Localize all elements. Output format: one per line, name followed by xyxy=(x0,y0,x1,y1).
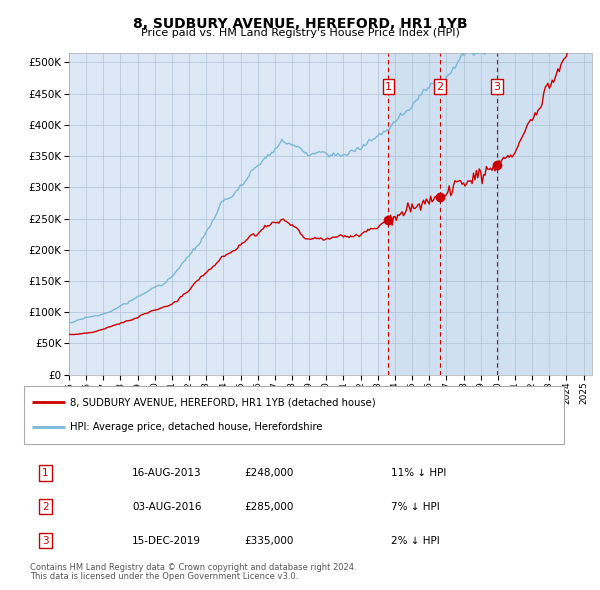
Text: 16-AUG-2013: 16-AUG-2013 xyxy=(132,468,202,477)
Text: 7% ↓ HPI: 7% ↓ HPI xyxy=(391,502,440,512)
Text: HPI: Average price, detached house, Herefordshire: HPI: Average price, detached house, Here… xyxy=(70,422,322,432)
Text: £285,000: £285,000 xyxy=(245,502,294,512)
Text: 15-DEC-2019: 15-DEC-2019 xyxy=(132,536,201,546)
Text: 8, SUDBURY AVENUE, HEREFORD, HR1 1YB: 8, SUDBURY AVENUE, HEREFORD, HR1 1YB xyxy=(133,17,467,31)
Text: 11% ↓ HPI: 11% ↓ HPI xyxy=(391,468,446,477)
Text: 2: 2 xyxy=(42,502,49,512)
Text: 03-AUG-2016: 03-AUG-2016 xyxy=(132,502,202,512)
Text: 2% ↓ HPI: 2% ↓ HPI xyxy=(391,536,440,546)
Text: 1: 1 xyxy=(42,468,49,477)
Text: 3: 3 xyxy=(494,82,500,92)
FancyBboxPatch shape xyxy=(24,386,564,444)
Text: Price paid vs. HM Land Registry's House Price Index (HPI): Price paid vs. HM Land Registry's House … xyxy=(140,28,460,38)
Text: 3: 3 xyxy=(42,536,49,546)
Text: £335,000: £335,000 xyxy=(245,536,294,546)
Text: £248,000: £248,000 xyxy=(245,468,294,477)
Text: 2: 2 xyxy=(436,82,443,92)
Bar xyxy=(388,53,592,375)
Text: 1: 1 xyxy=(385,82,392,92)
Text: Contains HM Land Registry data © Crown copyright and database right 2024.: Contains HM Land Registry data © Crown c… xyxy=(30,563,356,572)
Text: 8, SUDBURY AVENUE, HEREFORD, HR1 1YB (detached house): 8, SUDBURY AVENUE, HEREFORD, HR1 1YB (de… xyxy=(70,397,376,407)
Text: This data is licensed under the Open Government Licence v3.0.: This data is licensed under the Open Gov… xyxy=(30,572,298,581)
